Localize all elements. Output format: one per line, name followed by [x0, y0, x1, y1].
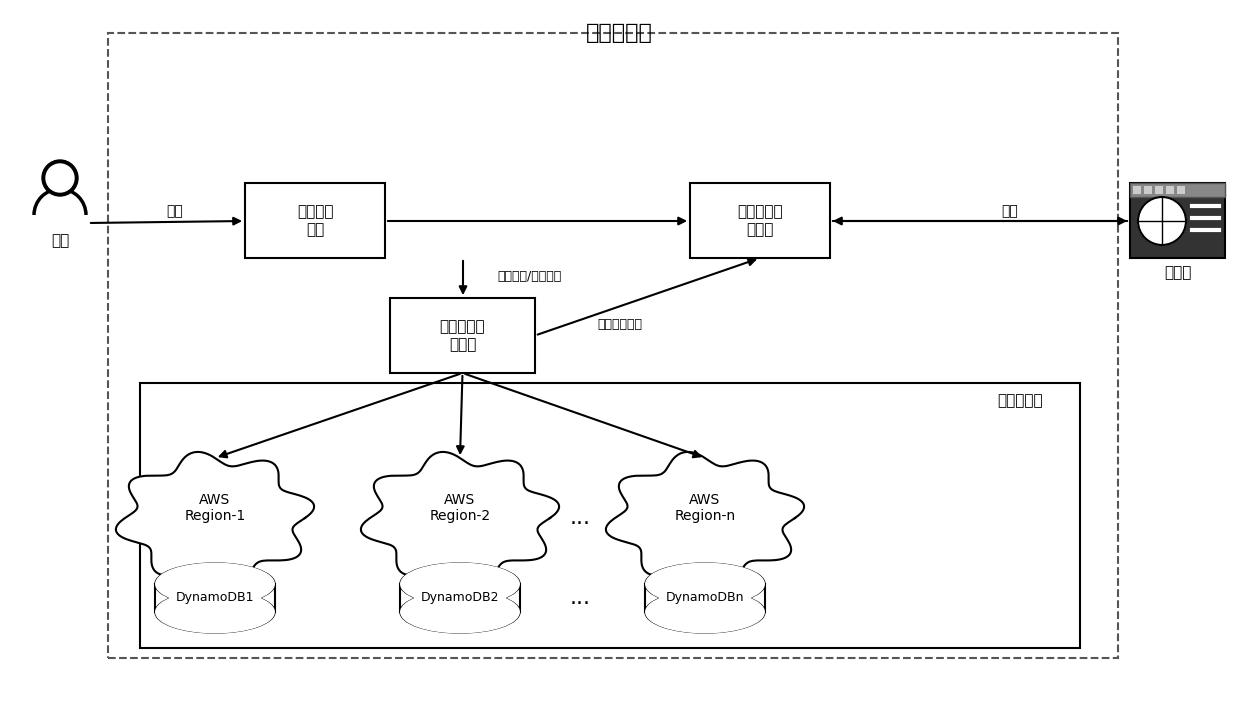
Polygon shape	[116, 452, 315, 584]
Circle shape	[42, 160, 78, 196]
Text: 用户认证
模块: 用户认证 模块	[297, 205, 333, 237]
Ellipse shape	[155, 591, 275, 633]
Ellipse shape	[400, 563, 519, 605]
FancyBboxPatch shape	[1144, 186, 1152, 194]
Text: AWS
Region-1: AWS Region-1	[185, 493, 245, 523]
Text: AWS
Region-2: AWS Region-2	[430, 493, 491, 523]
Text: 数据存储检
索模块: 数据存储检 索模块	[440, 319, 486, 352]
Text: ...: ...	[570, 588, 591, 608]
Text: 返回检索结果: 返回检索结果	[597, 319, 643, 332]
FancyBboxPatch shape	[140, 383, 1080, 648]
Text: 与浏览器交
互模块: 与浏览器交 互模块	[737, 205, 783, 237]
Text: AWS
Region-n: AWS Region-n	[674, 493, 736, 523]
Ellipse shape	[400, 591, 520, 633]
FancyBboxPatch shape	[1132, 186, 1141, 194]
FancyBboxPatch shape	[1130, 183, 1225, 197]
FancyBboxPatch shape	[108, 33, 1118, 658]
Ellipse shape	[646, 563, 764, 605]
Ellipse shape	[646, 563, 764, 605]
Text: 服务器模块: 服务器模块	[997, 394, 1043, 409]
Polygon shape	[606, 452, 804, 584]
FancyBboxPatch shape	[245, 183, 385, 258]
Text: 密码管理器: 密码管理器	[586, 23, 653, 43]
Polygon shape	[361, 452, 559, 584]
FancyBboxPatch shape	[1155, 186, 1163, 194]
Text: ...: ...	[570, 508, 591, 528]
FancyBboxPatch shape	[1177, 186, 1184, 194]
Text: 登录: 登录	[166, 204, 183, 218]
FancyBboxPatch shape	[690, 183, 830, 258]
Text: 用户: 用户	[51, 233, 69, 249]
Ellipse shape	[646, 591, 764, 632]
FancyBboxPatch shape	[1130, 183, 1225, 258]
FancyBboxPatch shape	[646, 584, 764, 612]
Text: DynamoDB2: DynamoDB2	[421, 592, 499, 605]
FancyBboxPatch shape	[390, 298, 535, 373]
Circle shape	[1137, 197, 1186, 245]
Ellipse shape	[156, 591, 274, 632]
Ellipse shape	[400, 591, 519, 632]
Circle shape	[46, 164, 74, 192]
Ellipse shape	[156, 563, 274, 605]
FancyBboxPatch shape	[1166, 186, 1175, 194]
Ellipse shape	[155, 563, 275, 605]
Text: 浏览器: 浏览器	[1163, 265, 1191, 280]
Ellipse shape	[646, 591, 764, 633]
FancyBboxPatch shape	[155, 584, 275, 612]
FancyBboxPatch shape	[400, 584, 520, 612]
Text: DynamoDBn: DynamoDBn	[665, 592, 745, 605]
Ellipse shape	[400, 563, 520, 605]
Text: 交互: 交互	[1001, 204, 1018, 218]
Text: 存储数据/请求检索: 存储数据/请求检索	[498, 270, 563, 282]
Text: DynamoDB1: DynamoDB1	[176, 592, 254, 605]
